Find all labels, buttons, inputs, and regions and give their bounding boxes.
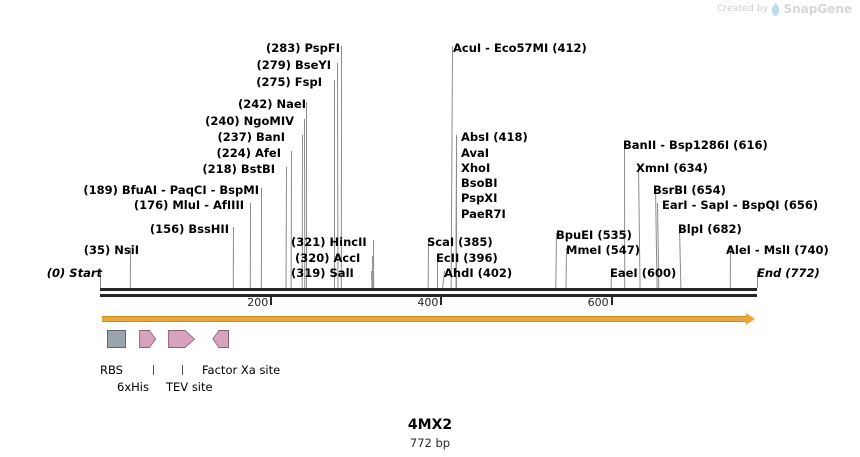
ruler-tick xyxy=(440,297,443,305)
enzyme-label[interactable]: ScaI (385) xyxy=(427,235,493,249)
feature-tev-site[interactable] xyxy=(169,331,195,347)
enzyme-label[interactable]: End (772) xyxy=(757,266,820,280)
enzyme-label[interactable]: EarI - SapI - BspQI (656) xyxy=(662,198,819,212)
feature-leader-tick xyxy=(153,365,154,375)
feature-label: TEV site xyxy=(166,380,213,394)
feature-6xhis[interactable] xyxy=(140,331,156,347)
feature-label: RBS xyxy=(100,363,123,377)
feature-label: 6xHis xyxy=(117,380,149,394)
feature-rbs[interactable] xyxy=(106,330,126,348)
ruler-label: 200 xyxy=(247,296,269,309)
enzyme-label[interactable]: BsoBI xyxy=(461,176,498,190)
ruler-tick xyxy=(270,297,273,305)
feature-label: Factor Xa site xyxy=(202,363,281,377)
enzyme-label[interactable]: AvaI xyxy=(461,146,490,160)
enzyme-label[interactable]: XhoI xyxy=(461,161,491,175)
enzyme-leader-line xyxy=(100,271,101,288)
enzyme-label[interactable]: (176) MluI - AfIIII xyxy=(133,198,244,212)
map-title: 4MX2 xyxy=(407,417,453,433)
enzyme-label[interactable]: (0) Start xyxy=(46,266,102,280)
enzyme-leader-line xyxy=(260,187,262,289)
dna-strand-top xyxy=(100,288,757,291)
enzyme-label[interactable]: (320) AccI xyxy=(295,251,361,265)
enzyme-label[interactable]: (283) PspFI xyxy=(266,41,340,55)
enzyme-label[interactable]: BlpI (682) xyxy=(678,222,742,236)
enzyme-leader-line xyxy=(249,202,251,289)
enzyme-label[interactable]: (319) SalI xyxy=(291,266,354,280)
enzyme-label[interactable]: (218) BstBI xyxy=(202,162,275,176)
enzyme-label[interactable]: (242) NaeI xyxy=(238,97,306,111)
enzyme-label[interactable]: PaeR7I xyxy=(461,207,506,221)
enzyme-label[interactable]: (240) NgoMIV xyxy=(205,114,294,128)
enzyme-label[interactable]: (224) AfeI xyxy=(216,146,281,160)
ruler-label: 600 xyxy=(587,296,609,309)
enzyme-label[interactable]: (321) HincII xyxy=(291,235,367,249)
enzyme-label[interactable]: EaeI (600) xyxy=(610,266,677,280)
enzyme-leader-line xyxy=(679,226,682,289)
enzyme-label[interactable]: (156) BssHII xyxy=(149,222,229,236)
enzyme-label[interactable]: AbsI (418) xyxy=(461,130,528,144)
enzyme-label[interactable]: PspXI xyxy=(461,191,498,205)
watermark-brand: SnapGene xyxy=(783,2,852,16)
ruler-tick xyxy=(610,297,613,305)
orf-arrowhead xyxy=(746,313,756,325)
enzyme-label[interactable]: (189) BfuAI - PaqCI - BspMI xyxy=(83,183,259,197)
enzyme-label[interactable]: AleI - MslI (740) xyxy=(726,243,829,257)
snapgene-watermark: Created by SnapGene xyxy=(717,2,852,16)
watermark-created-by: Created by xyxy=(716,4,769,14)
enzyme-label[interactable]: BsrBI (654) xyxy=(653,183,726,197)
enzyme-leader-line xyxy=(757,271,758,288)
enzyme-label[interactable]: MmeI (547) xyxy=(566,243,641,257)
enzyme-label[interactable]: BpuEI (535) xyxy=(556,228,632,242)
enzyme-label[interactable]: (35) NsiI xyxy=(83,243,139,257)
enzyme-leader-line xyxy=(285,166,287,289)
enzyme-label[interactable]: EcII (396) xyxy=(436,251,498,265)
feature-leader-tick xyxy=(182,365,183,375)
enzyme-label[interactable]: BanII - Bsp1286I (616) xyxy=(623,138,768,152)
dna-strand-bottom xyxy=(100,294,757,297)
enzyme-label[interactable]: AcuI - Eco57MI (412) xyxy=(453,41,587,55)
enzyme-label[interactable]: AhdI (402) xyxy=(444,266,513,280)
orf-bar[interactable] xyxy=(101,316,748,322)
feature-factor-xa-site[interactable] xyxy=(213,331,229,347)
enzyme-label[interactable]: (237) BanI xyxy=(217,130,285,144)
enzyme-label[interactable]: XmnI (634) xyxy=(636,161,708,175)
enzyme-label[interactable]: (275) FspI xyxy=(256,75,322,89)
map-subtitle: 772 bp xyxy=(409,436,451,450)
enzyme-label[interactable]: (279) BseYI xyxy=(256,58,331,72)
ruler-label: 400 xyxy=(417,296,439,309)
enzyme-leader-line xyxy=(232,226,234,289)
snapgene-leaf-icon xyxy=(772,2,780,16)
